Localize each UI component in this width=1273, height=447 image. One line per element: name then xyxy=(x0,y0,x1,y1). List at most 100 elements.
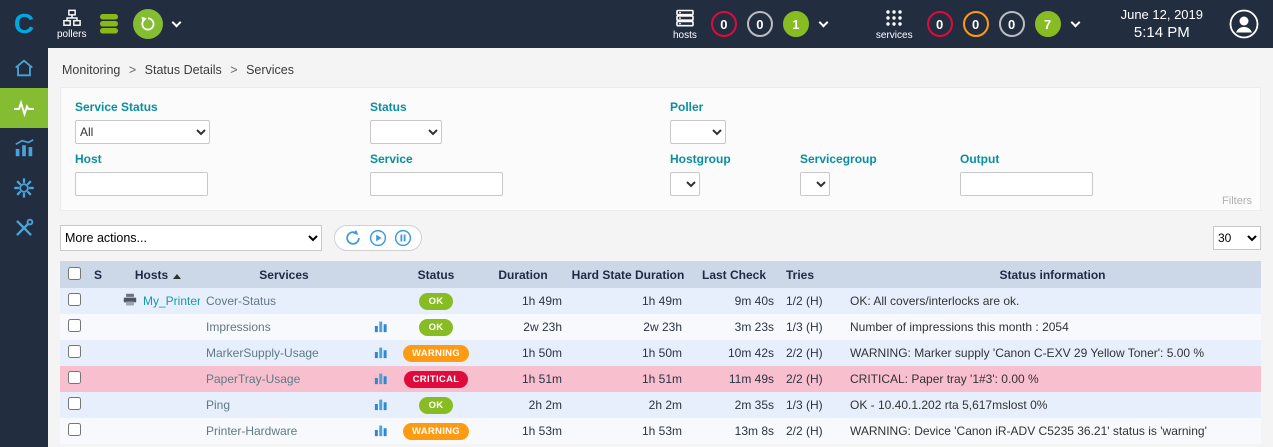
sidebar-item-reporting[interactable] xyxy=(0,128,48,168)
breadcrumb: Monitoring > Status Details > Services xyxy=(48,48,1273,77)
counter-badge[interactable]: 1 xyxy=(782,11,809,37)
header-last-check[interactable]: Last Check xyxy=(688,261,780,288)
header-status[interactable]: Status xyxy=(394,261,478,288)
counter-badge[interactable]: 0 xyxy=(998,11,1025,37)
status-select[interactable] xyxy=(370,120,442,144)
breadcrumb-monitoring[interactable]: Monitoring xyxy=(62,63,121,77)
refresh-icon[interactable] xyxy=(344,229,362,247)
table-row: Impressions OK 2w 23h 2w 23h 3m 23s 1/3 … xyxy=(60,314,1261,340)
service-link[interactable]: Cover-Status xyxy=(206,294,277,308)
header-tries[interactable]: Tries xyxy=(780,261,844,288)
chart-graph-icon[interactable] xyxy=(374,321,388,336)
status-badge: OK xyxy=(419,292,453,310)
row-status-flag-cell xyxy=(88,340,116,366)
user-avatar[interactable] xyxy=(1229,9,1259,39)
pause-icon[interactable] xyxy=(394,229,412,247)
header-status-information[interactable]: Status information xyxy=(844,261,1261,288)
last-check-cell: 3m 23s xyxy=(734,320,774,334)
hard-state-cell: 1h 51m xyxy=(641,372,682,386)
table-row: PaperTray-Usage CRITICAL 1h 51m 1h 51m 1… xyxy=(60,366,1261,392)
counter-badge[interactable]: 0 xyxy=(746,11,773,37)
sidebar-item-home[interactable] xyxy=(0,48,48,88)
host-cell xyxy=(116,340,200,366)
printer-icon xyxy=(122,293,138,310)
host-input[interactable] xyxy=(75,172,208,196)
play-icon[interactable] xyxy=(369,229,387,247)
centreon-logo[interactable]: C xyxy=(13,8,35,39)
user-icon xyxy=(1229,9,1259,39)
service-link[interactable]: Ping xyxy=(206,398,231,412)
counter-badge[interactable]: 0 xyxy=(710,11,737,37)
row-status-flag-cell xyxy=(88,418,116,444)
header-hard-state-duration[interactable]: Hard State Duration xyxy=(568,261,688,288)
select-all-checkbox[interactable] xyxy=(67,266,81,280)
services-chevron-down-icon[interactable] xyxy=(1070,17,1081,28)
header-duration[interactable]: Duration xyxy=(478,261,568,288)
table-row: My_Printer Cover-Status OK 1h 49m 1h 49m… xyxy=(60,288,1261,314)
hosts-menu[interactable]: hosts xyxy=(673,8,697,41)
header-hosts[interactable]: Hosts xyxy=(116,261,200,288)
sidebar-item-administration[interactable] xyxy=(0,208,48,248)
host-link[interactable]: My_Printer xyxy=(143,293,200,308)
output-input[interactable] xyxy=(960,172,1093,196)
current-time: 5:14 PM xyxy=(1133,24,1190,41)
row-checkbox[interactable] xyxy=(67,345,81,358)
configuration-gear-icon xyxy=(14,178,34,198)
status-badge: OK xyxy=(419,396,453,414)
pollers-menu[interactable]: pollers xyxy=(57,9,86,40)
services-icon xyxy=(886,9,902,26)
home-icon xyxy=(15,59,33,77)
pollers-label: pollers xyxy=(57,28,87,40)
chart-graph-icon[interactable] xyxy=(374,399,388,414)
service-status-select[interactable]: All xyxy=(75,120,210,144)
row-checkbox[interactable] xyxy=(67,423,81,436)
sidebar-item-monitoring[interactable] xyxy=(0,88,48,128)
counter-badge[interactable]: 7 xyxy=(1034,11,1061,37)
host-cell xyxy=(116,418,200,444)
current-date: June 12, 2019 xyxy=(1120,7,1203,22)
sidebar xyxy=(0,48,48,447)
servicegroup-select[interactable] xyxy=(800,172,830,196)
service-link[interactable]: Impressions xyxy=(206,320,271,334)
counter-badge[interactable]: 0 xyxy=(926,11,953,37)
hosts-chevron-down-icon[interactable] xyxy=(818,17,829,28)
poller-select[interactable] xyxy=(670,120,726,144)
header-s[interactable]: S xyxy=(88,261,116,288)
service-link[interactable]: MarkerSupply-Usage xyxy=(206,346,319,360)
chart-graph-icon[interactable] xyxy=(374,425,388,440)
last-check-cell: 13m 8s xyxy=(734,424,774,438)
chart-graph-icon[interactable] xyxy=(374,373,388,388)
status-info-cell: OK: All covers/interlocks are ok. xyxy=(850,294,1020,308)
service-link[interactable]: Printer-Hardware xyxy=(206,424,298,438)
row-checkbox[interactable] xyxy=(67,319,81,332)
row-status-flag-cell xyxy=(88,392,116,418)
tries-cell: 1/3 (H) xyxy=(786,320,823,334)
header-services[interactable]: Services xyxy=(200,261,368,288)
row-checkbox[interactable] xyxy=(67,293,81,306)
poller-sync-icon[interactable] xyxy=(133,9,164,39)
hard-state-cell: 1h 49m xyxy=(641,294,682,308)
sort-asc-icon xyxy=(173,273,182,279)
row-checkbox[interactable] xyxy=(67,397,81,410)
hard-state-cell: 1h 50m xyxy=(641,346,682,360)
page-size-select[interactable]: 30 xyxy=(1213,226,1261,250)
poller-chevron-down-icon[interactable] xyxy=(172,17,182,28)
service-link[interactable]: PaperTray-Usage xyxy=(206,372,301,386)
services-menu[interactable]: services xyxy=(876,8,913,41)
reporting-chart-icon xyxy=(15,139,34,157)
chart-graph-icon[interactable] xyxy=(374,347,388,362)
counter-badge[interactable]: 0 xyxy=(962,11,989,37)
more-actions-select[interactable]: More actions... xyxy=(60,225,322,251)
database-icon[interactable] xyxy=(99,13,119,35)
hostgroup-select[interactable] xyxy=(670,172,700,196)
table-row: MarkerSupply-Usage WARNING 1h 50m 1h 50m… xyxy=(60,340,1261,366)
hostgroup-label: Hostgroup xyxy=(670,152,731,166)
sidebar-item-configuration[interactable] xyxy=(0,168,48,208)
tries-cell: 2/2 (H) xyxy=(786,372,823,386)
breadcrumb-status-details[interactable]: Status Details xyxy=(144,63,222,77)
service-input[interactable] xyxy=(370,172,503,196)
row-checkbox[interactable] xyxy=(67,371,81,384)
